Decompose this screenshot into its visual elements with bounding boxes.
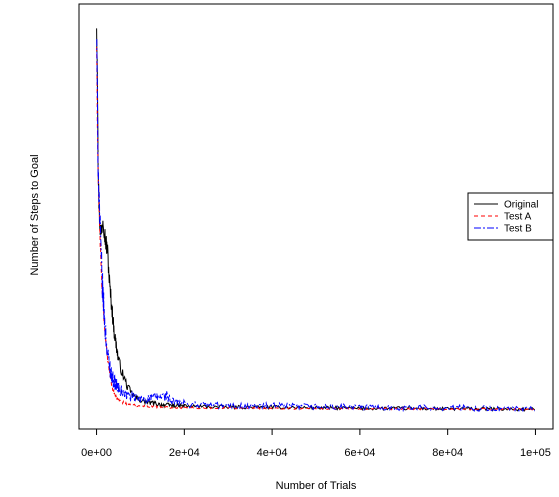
x-axis: 0e+00 2e+04 4e+04 6e+04 8e+04 1e+05 [81,429,551,459]
legend-label: Test A [504,212,532,223]
y-axis-title: Number of Steps to Goal [29,154,41,275]
series-line-test-a [96,47,535,412]
series-line-test-b [96,38,536,413]
legend-label: Test B [504,224,532,235]
x-tick-label: 0e+00 [81,447,112,459]
x-axis-title: Number of Trials [276,480,357,492]
x-tick-label: 6e+04 [344,447,375,459]
x-tick-label: 2e+04 [169,447,200,459]
legend-label: Original [504,200,538,211]
x-tick-label: 1e+05 [520,447,551,459]
series-layer [96,28,536,413]
series-line-original [96,28,536,413]
x-tick-label: 8e+04 [432,447,463,459]
x-tick-label: 4e+04 [257,447,288,459]
